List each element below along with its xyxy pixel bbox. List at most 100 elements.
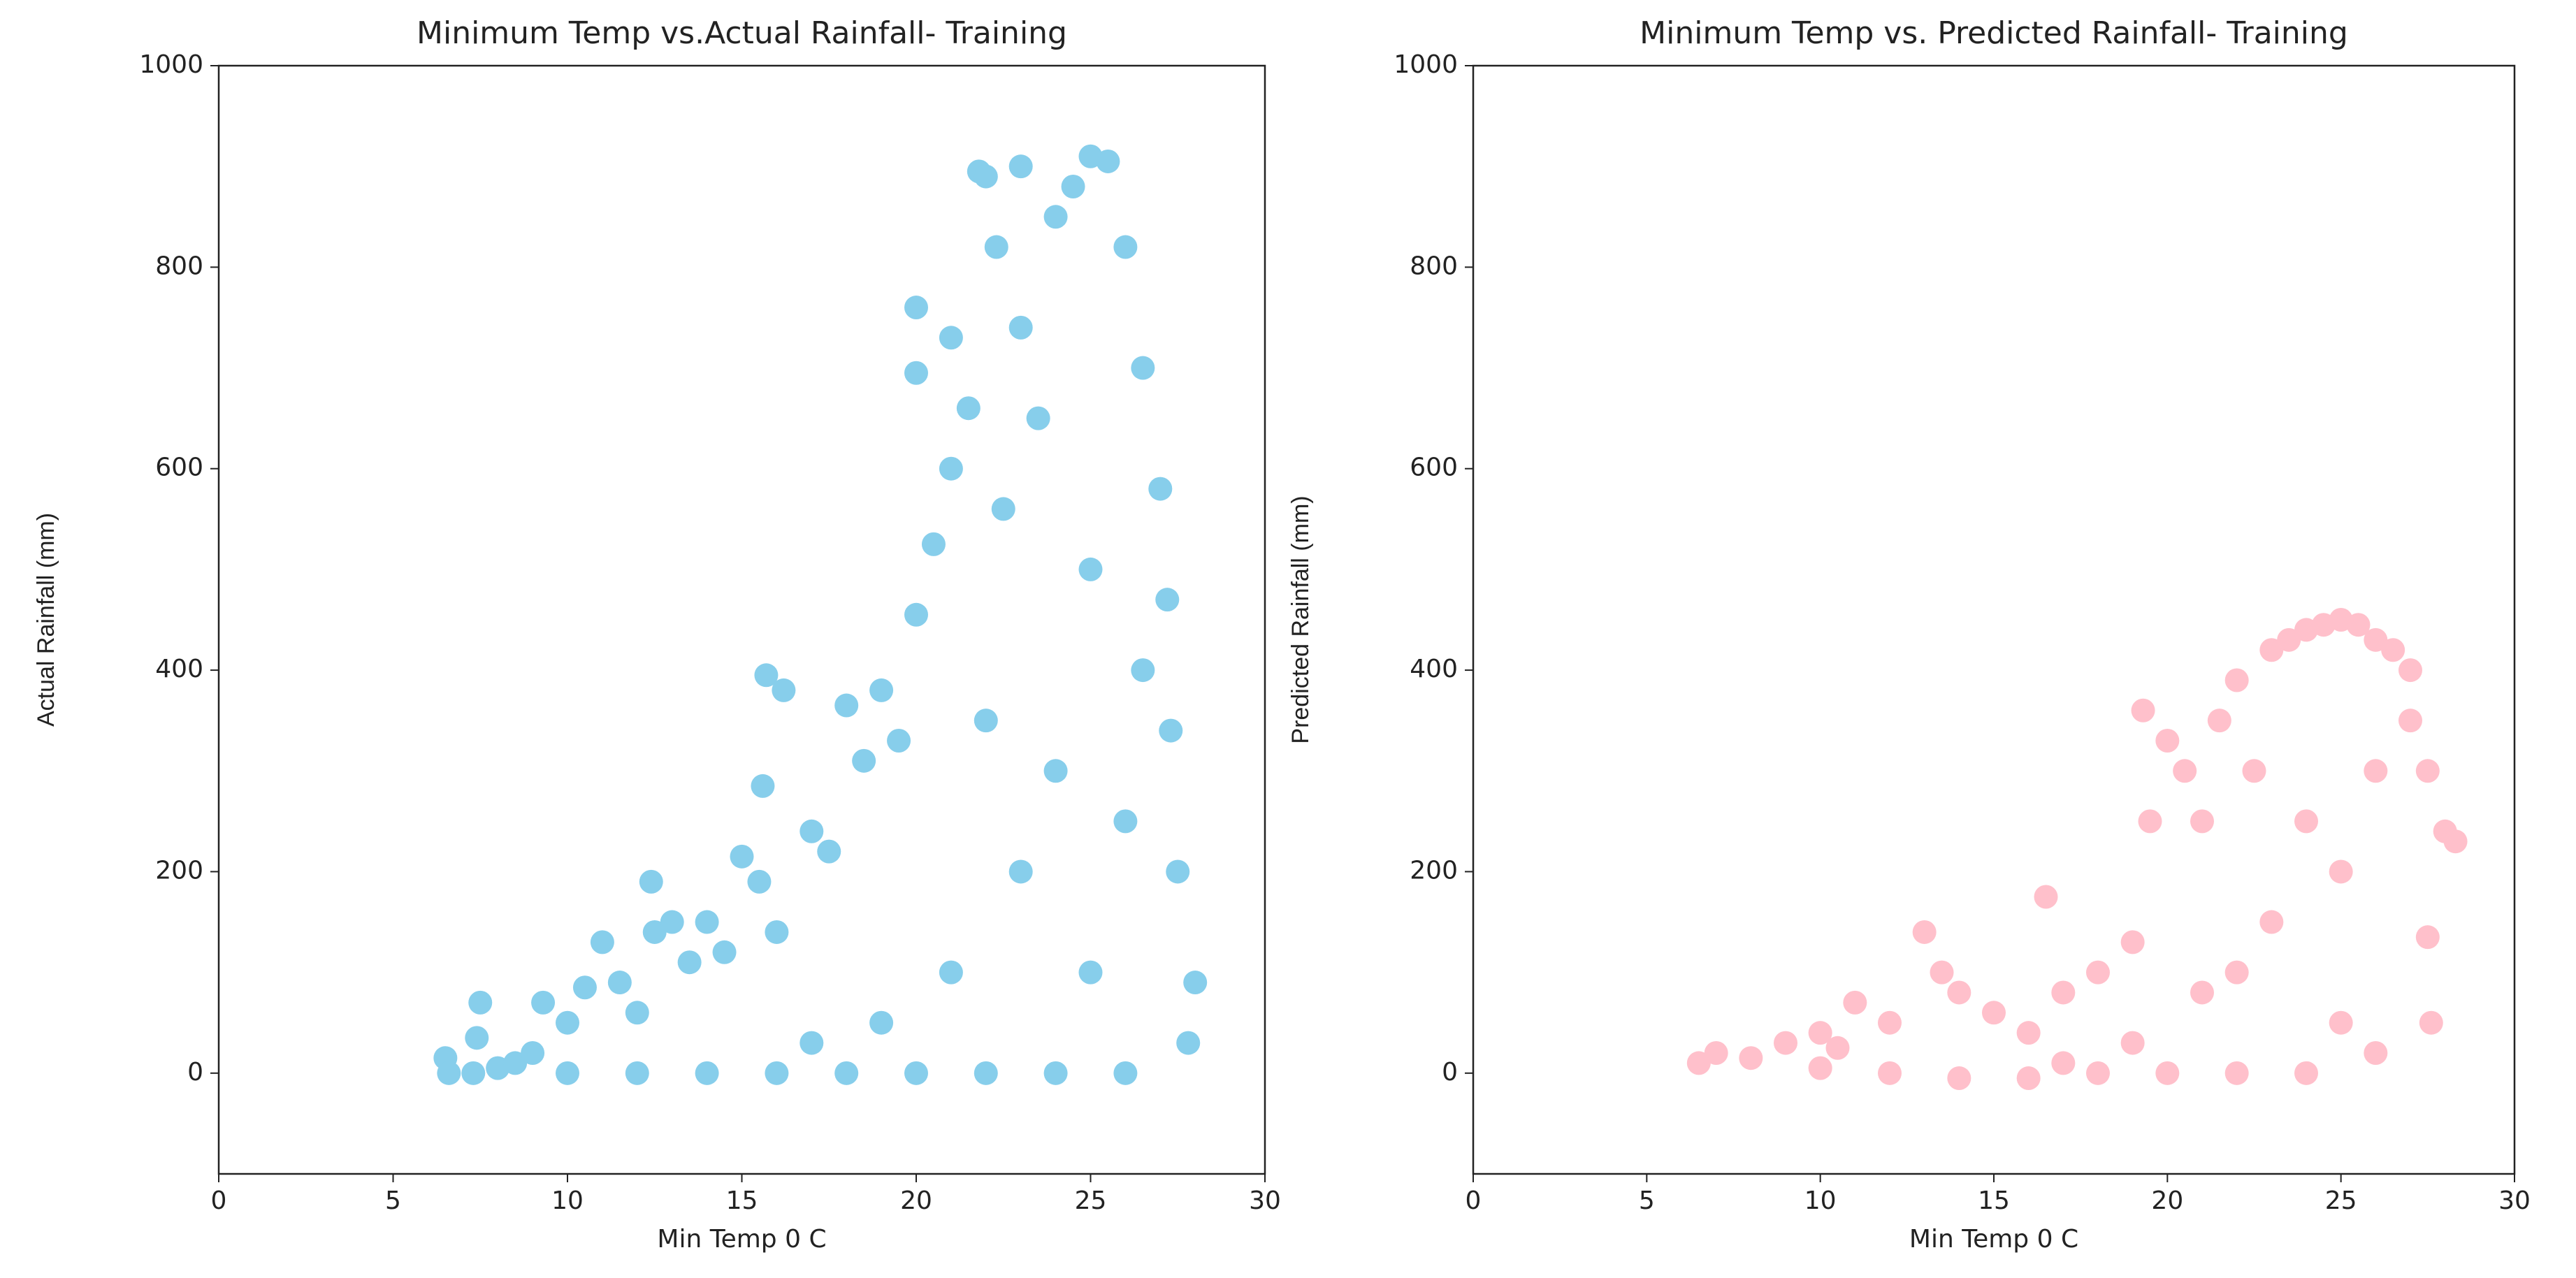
point — [904, 1061, 928, 1085]
point — [1155, 588, 1180, 612]
point — [1159, 718, 1183, 743]
point — [695, 910, 719, 934]
point — [1808, 1021, 1832, 1045]
point — [2086, 960, 2110, 985]
point — [1947, 1066, 1971, 1091]
point — [1131, 658, 1155, 683]
point — [939, 326, 963, 350]
point — [1739, 1046, 1763, 1070]
point — [2190, 980, 2214, 1005]
point — [521, 1040, 545, 1065]
point — [817, 839, 841, 864]
y-tick-label: 400 — [1410, 655, 1458, 683]
point — [2207, 709, 2231, 733]
x-tick-label: 25 — [2325, 1186, 2357, 1215]
point — [1043, 759, 1068, 783]
point — [1982, 1001, 2006, 1025]
point — [590, 930, 614, 954]
x-tick-label: 5 — [1639, 1186, 1655, 1215]
point — [2259, 638, 2284, 662]
point — [1113, 235, 1138, 259]
point — [1148, 477, 1173, 501]
point — [939, 960, 963, 985]
point — [974, 1061, 998, 1085]
point — [625, 1001, 649, 1025]
plot-frame — [217, 64, 1266, 1175]
point — [639, 869, 663, 894]
point — [2016, 1021, 2041, 1045]
point — [904, 296, 928, 320]
point — [2120, 1031, 2145, 1055]
x-tick-label: 0 — [1466, 1186, 1482, 1215]
y-tick-label: 600 — [1410, 453, 1458, 482]
point — [2155, 729, 2180, 753]
y-tick-label: 800 — [155, 252, 203, 280]
plot-frame — [1472, 64, 2516, 1175]
point — [1113, 1061, 1138, 1085]
point — [468, 990, 493, 1015]
point — [1008, 154, 1033, 179]
point — [1008, 859, 1033, 884]
point — [2224, 960, 2249, 985]
point — [2364, 627, 2388, 652]
point — [1912, 920, 1937, 944]
point — [834, 693, 859, 718]
point — [869, 678, 894, 702]
point — [730, 844, 754, 869]
point — [465, 1026, 489, 1050]
point — [2242, 759, 2266, 783]
point — [799, 1031, 824, 1055]
point — [2364, 1040, 2388, 1065]
point — [556, 1010, 579, 1035]
point — [2415, 759, 2440, 783]
point — [2294, 809, 2318, 834]
point — [2381, 638, 2405, 662]
point — [2443, 829, 2468, 854]
point — [1043, 1061, 1068, 1085]
point — [642, 920, 667, 944]
point — [1078, 557, 1103, 581]
x-tick-label: 30 — [1249, 1186, 1281, 1215]
point — [2364, 759, 2388, 783]
point — [1704, 1040, 1728, 1065]
chart-title: Minimum Temp vs.Actual Rainfall- Trainin… — [417, 15, 1067, 51]
x-tick-label: 20 — [2151, 1186, 2183, 1215]
point — [1183, 971, 1208, 995]
point — [1008, 315, 1033, 340]
x-tick-label: 15 — [726, 1186, 758, 1215]
point — [799, 819, 824, 843]
point — [437, 1061, 461, 1085]
point — [660, 910, 684, 934]
point — [572, 975, 597, 1000]
point — [1078, 960, 1103, 985]
point — [503, 1051, 528, 1075]
point — [754, 663, 779, 688]
point — [2051, 980, 2076, 1005]
point — [751, 774, 775, 798]
chart-title: Minimum Temp vs. Predicted Rainfall- Tra… — [1640, 15, 2348, 51]
point — [1131, 356, 1155, 380]
point — [1043, 205, 1068, 229]
point — [772, 678, 796, 702]
point — [2294, 1061, 2318, 1085]
point — [2138, 809, 2162, 834]
x-tick-label: 0 — [211, 1186, 227, 1215]
point — [887, 729, 911, 753]
point — [461, 1061, 486, 1085]
point — [712, 940, 737, 964]
y-axis-label: Predicted Rainfall (mm) — [1287, 495, 1314, 743]
x-tick-label: 10 — [1804, 1186, 1837, 1215]
y-tick-label: 0 — [1442, 1058, 1458, 1087]
point — [904, 602, 928, 627]
y-tick-label: 200 — [155, 856, 203, 885]
point — [1774, 1031, 1797, 1055]
point — [747, 869, 772, 894]
point — [956, 396, 981, 421]
y-tick-label: 400 — [155, 655, 203, 683]
point — [1096, 149, 1120, 173]
point — [984, 235, 1008, 259]
point — [2016, 1066, 2041, 1091]
point — [2190, 809, 2214, 834]
x-tick-label: 10 — [551, 1186, 584, 1215]
point — [765, 920, 789, 944]
